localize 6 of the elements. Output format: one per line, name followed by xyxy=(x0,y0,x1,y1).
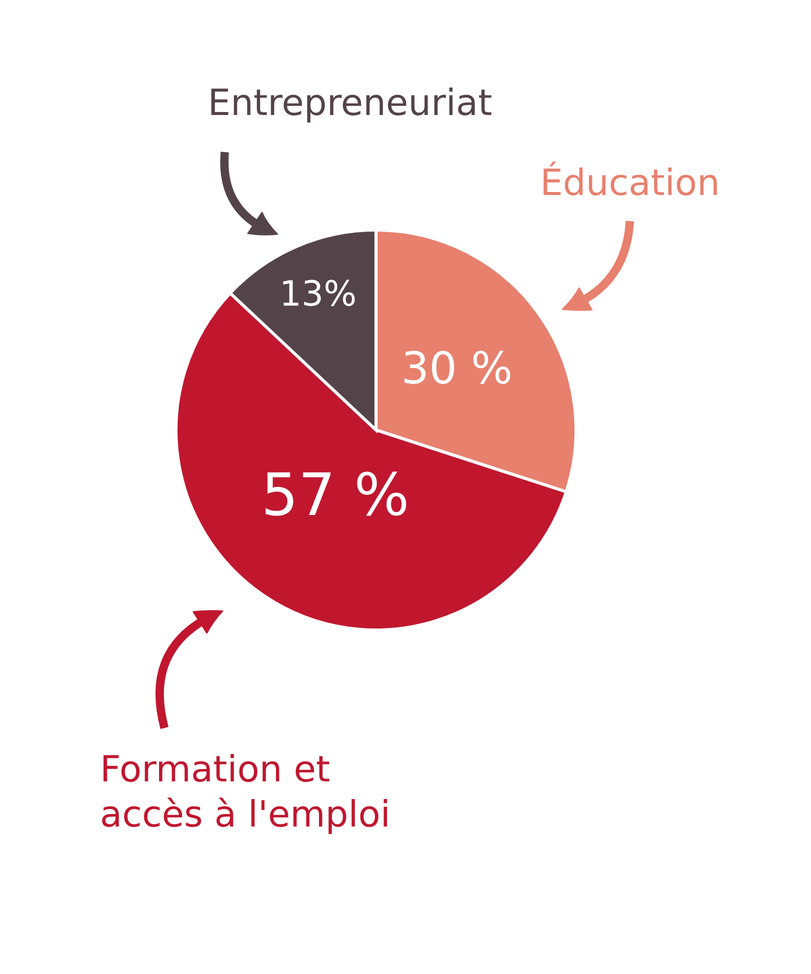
slice-label: Entrepreneuriat xyxy=(211,88,492,122)
slice-label: Éducation xyxy=(544,162,717,196)
slice-label: Formation et accès à l'emploi xyxy=(102,754,387,834)
data-label: 30 % xyxy=(404,350,510,384)
data-label: 13% xyxy=(283,280,355,306)
data-label: 57 % xyxy=(266,472,406,516)
